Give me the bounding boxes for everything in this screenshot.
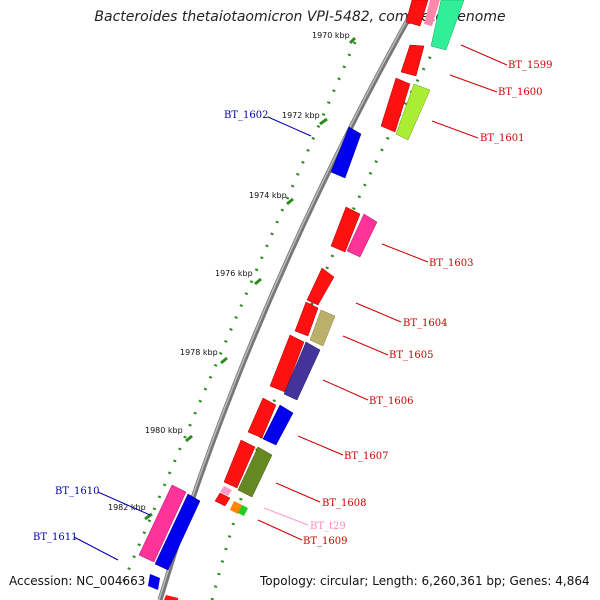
label-BT_1600[interactable]: BT_1600 [498,87,542,98]
tick-1980 [185,434,193,443]
tick-1982 [144,512,153,521]
tick-label-1982: 1982 kbp [108,503,146,512]
label-BT_1611[interactable]: BT_1611 [33,532,77,543]
feature-BT_1610[interactable] [138,484,187,563]
feature-BT_1607[interactable] [262,404,294,446]
leader-BT_1600 [449,74,498,93]
feature-red-1609[interactable] [214,492,231,507]
leader-BT_t29 [263,507,309,526]
label-BT_1608[interactable]: BT_1608 [322,498,366,509]
feature-green-1609[interactable] [238,505,248,516]
feature-BT_1602[interactable] [330,126,362,179]
tick-label-1972: 1972 kbp [282,111,320,120]
genome-summary-text: Topology: circular; Length: 6,260,361 bp… [260,574,590,588]
feature-BT_1609[interactable] [230,501,242,514]
leader-BT_1605 [342,335,389,356]
leader-BT_1608 [275,482,321,503]
leader-BT_1601 [431,120,479,139]
tick-marks [144,36,357,521]
feature-BT_1608[interactable] [237,446,273,498]
feature-BT_1611-block[interactable] [154,493,201,571]
label-BT_t29[interactable]: BT_t29 [310,521,346,532]
tick-label-1978: 1978 kbp [180,348,218,357]
genome-backbone [157,0,422,600]
feature-BT_1601[interactable] [395,83,431,141]
feature-red-1601a[interactable] [380,77,411,133]
feature-red-top-1[interactable] [405,0,429,27]
tick-1972 [319,117,328,126]
feature-BT_1611[interactable] [148,574,160,590]
label-BT_1603[interactable]: BT_1603 [429,258,473,269]
leader-BT_1602 [267,116,312,137]
feature-red-1604b[interactable] [294,301,319,337]
genome-backbone-highlight [158,0,419,600]
leader-BT_1599 [460,44,508,66]
tick-label-1974: 1974 kbp [249,191,287,200]
leader-BT_1609 [257,519,303,541]
feature-BT_1604[interactable] [306,267,335,306]
feature-BT_t29[interactable] [220,486,232,496]
feature-BT_1600[interactable] [400,44,425,77]
map-title: Bacteroides thetaiotaomicron VPI-5482, c… [94,9,506,25]
tick-1970 [348,36,357,45]
label-BT_1610[interactable]: BT_1610 [55,486,99,497]
label-BT_1604[interactable]: BT_1604 [403,318,447,329]
label-BT_1609[interactable]: BT_1609 [303,536,347,547]
tick-1974 [286,197,294,206]
feature-red-1603[interactable] [330,206,361,253]
feature-BT_1606[interactable] [283,341,321,401]
label-BT_1605[interactable]: BT_1605 [389,350,433,361]
leader-BT_1607 [297,435,344,456]
label-BT_1601[interactable]: BT_1601 [480,133,524,144]
feature-BT_1605[interactable] [309,309,336,347]
feature-BT_1599[interactable] [430,0,465,51]
label-BT_1607[interactable]: BT_1607 [344,451,388,462]
label-BT_1602[interactable]: BT_1602 [224,110,268,121]
leader-BT_1603 [381,243,429,263]
leader-BT_1606 [322,379,369,401]
tick-label-1970: 1970 kbp [312,31,350,40]
feature-BT_1603[interactable] [346,213,378,258]
accession-text: Accession: NC_004663 [9,574,146,588]
leader-BT_1604 [355,302,402,323]
tick-1978 [220,356,228,365]
feature-red-1608[interactable] [223,439,256,489]
tick-1976 [254,277,262,286]
feature-red-bottom[interactable] [164,595,178,600]
leader-BT_1610 [97,491,151,516]
feature-red-1607[interactable] [247,397,277,439]
leader-lines [73,44,508,561]
tick-label-1980: 1980 kbp [145,426,183,435]
label-BT_1599[interactable]: BT_1599 [508,60,552,71]
feature-pink-top[interactable] [424,0,440,26]
leader-BT_1611 [73,536,119,561]
label-BT_1606[interactable]: BT_1606 [369,396,413,407]
tick-label-1976: 1976 kbp [215,269,253,278]
